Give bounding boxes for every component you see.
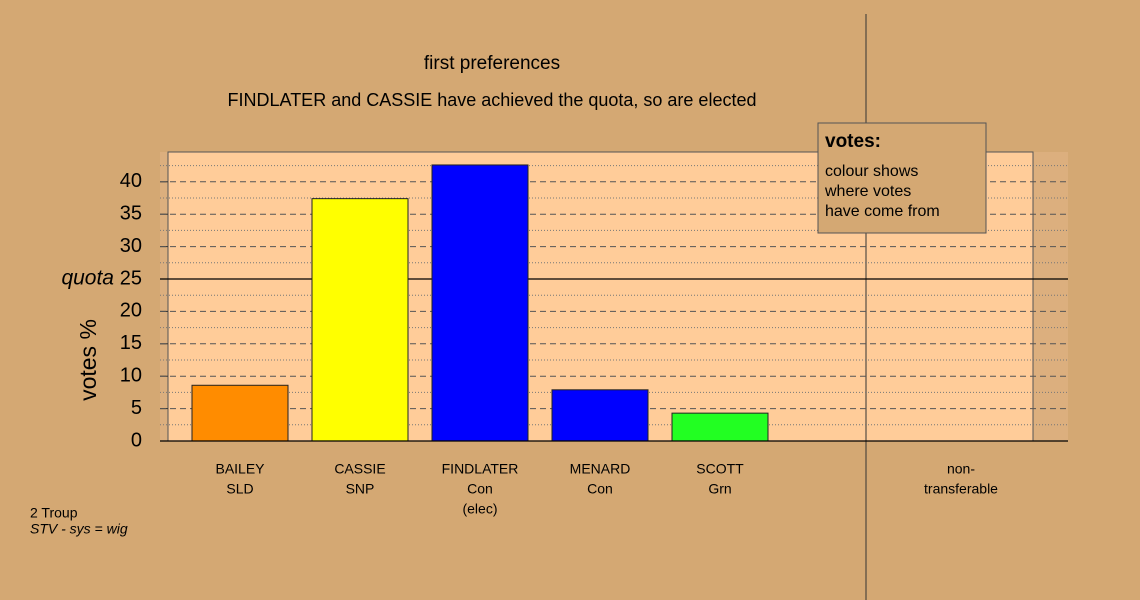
y-tick-label: 40 xyxy=(120,170,142,192)
x-tick-label: (elec) xyxy=(462,501,497,517)
bar xyxy=(551,389,649,442)
x-tick-label: FINDLATER xyxy=(442,461,519,477)
x-tick-label: Con xyxy=(467,481,493,497)
legend-text: where votes xyxy=(824,183,911,200)
y-tick-label: 30 xyxy=(120,235,142,257)
bar xyxy=(671,412,769,442)
x-tick-label: MENARD xyxy=(570,461,631,477)
legend-title: votes: xyxy=(825,131,881,152)
x-tick-label: SCOTT xyxy=(696,461,744,477)
legend-text: have come from xyxy=(825,203,940,220)
bar xyxy=(191,384,289,442)
x-tick-label: non- xyxy=(947,461,975,477)
legend-box xyxy=(817,122,987,234)
x-tick-label: transferable xyxy=(924,481,998,497)
y-tick-label: 10 xyxy=(120,364,142,386)
x-tick-label: Con xyxy=(587,481,613,497)
y-tick-label: 5 xyxy=(131,397,142,419)
bar xyxy=(431,164,529,442)
x-tick-label: SLD xyxy=(226,481,253,497)
y-tick-label: 15 xyxy=(120,332,142,354)
chart-subtitle: FINDLATER and CASSIE have achieved the q… xyxy=(228,90,757,110)
x-tick-label: Grn xyxy=(708,481,731,497)
footnote: STV - sys = wig xyxy=(30,521,128,537)
bar xyxy=(311,198,409,442)
x-tick-label: CASSIE xyxy=(334,461,385,477)
y-tick-label: 25 xyxy=(120,267,142,289)
legend-text: colour shows xyxy=(825,163,918,180)
y-axis-label: votes % xyxy=(75,319,101,401)
y-tick-label: 20 xyxy=(120,300,142,322)
chart-title: first preferences xyxy=(424,53,560,74)
x-tick-label: SNP xyxy=(346,481,375,497)
y-tick-label: 0 xyxy=(131,429,142,451)
quota-label: quota xyxy=(61,267,114,290)
y-tick-label: 35 xyxy=(120,202,142,224)
x-tick-label: BAILEY xyxy=(215,461,265,477)
footnote: 2 Troup xyxy=(30,505,78,521)
